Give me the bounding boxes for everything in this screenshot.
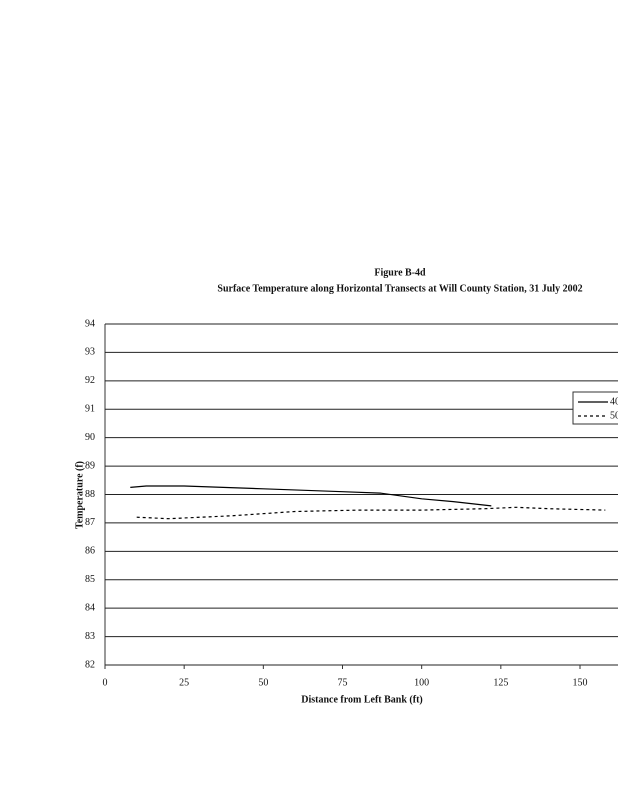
- x-tick-label: 125: [493, 677, 508, 688]
- x-tick-label: 150: [573, 677, 588, 688]
- y-axis-label: Temperature (f): [74, 461, 85, 529]
- series-line: [136, 506, 606, 520]
- y-tick-label: 88: [85, 489, 95, 500]
- chart-title: Figure B-4d: [374, 267, 426, 278]
- chart-subtitle: Surface Temperature along Horizontal Tra…: [217, 283, 582, 294]
- y-tick-label: 91: [85, 404, 95, 415]
- y-tick-label: 92: [85, 375, 95, 386]
- y-tick-label: 94: [85, 318, 95, 329]
- x-tick-label: 25: [179, 677, 189, 688]
- x-tick-label: 100: [414, 677, 429, 688]
- series-line: [130, 485, 492, 507]
- y-tick-label: 86: [85, 546, 95, 557]
- y-tick-label: 82: [85, 659, 95, 670]
- y-tick-label: 89: [85, 460, 95, 471]
- y-tick-label: 85: [85, 574, 95, 585]
- x-tick-label: 0: [103, 677, 108, 688]
- y-tick-label: 87: [85, 517, 95, 528]
- legend-label: 400: [610, 396, 618, 407]
- legend-box: [572, 391, 618, 425]
- x-axis-label: Distance from Left Bank (ft): [301, 694, 422, 705]
- x-tick-label: 75: [338, 677, 348, 688]
- y-tick-label: 93: [85, 347, 95, 358]
- legend-label: 500: [610, 410, 618, 421]
- y-tick-label: 83: [85, 631, 95, 642]
- x-tick-label: 50: [258, 677, 268, 688]
- y-tick-label: 84: [85, 602, 95, 613]
- y-tick-label: 90: [85, 432, 95, 443]
